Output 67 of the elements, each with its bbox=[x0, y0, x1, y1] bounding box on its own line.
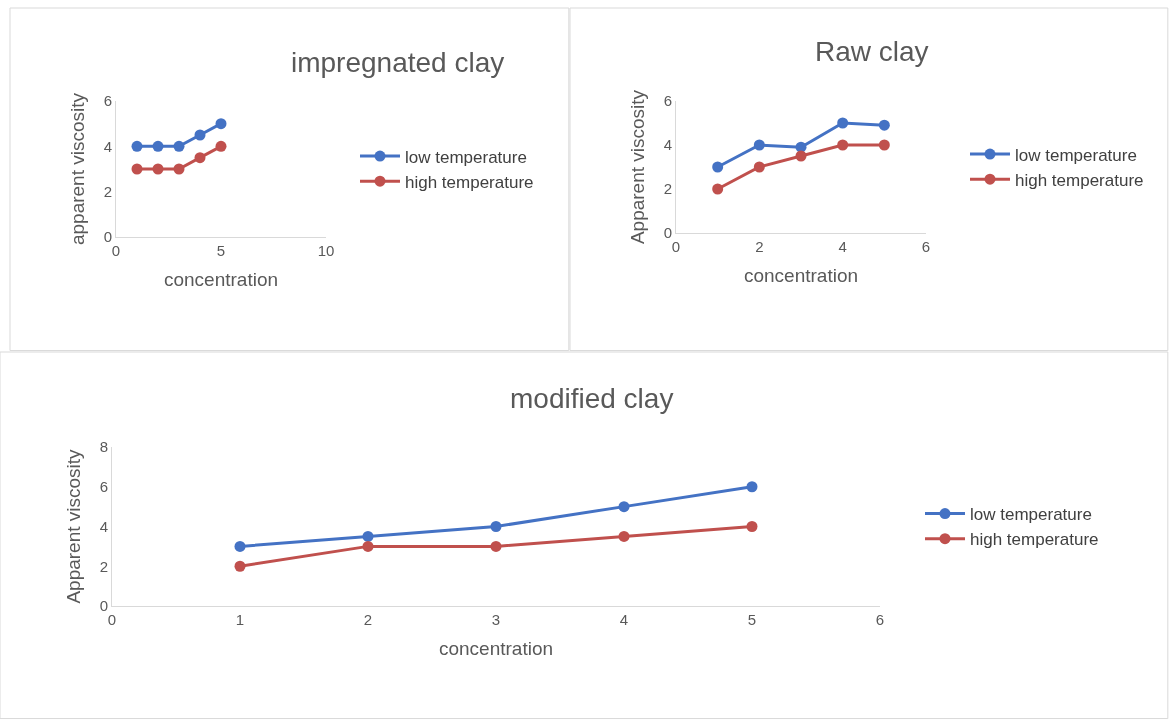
y-axis-title: Apparent viscosity bbox=[626, 89, 648, 245]
y-tick-label: 2 bbox=[663, 180, 672, 198]
point bbox=[362, 540, 374, 552]
y-axis-title: Apparent viscosity bbox=[62, 448, 84, 604]
y-tick-label: 0 bbox=[99, 597, 108, 615]
point bbox=[712, 183, 724, 195]
point bbox=[753, 161, 765, 173]
legend-label: high temperature bbox=[1015, 170, 1144, 190]
y-tick-label: 6 bbox=[103, 92, 112, 110]
point bbox=[194, 152, 206, 164]
x-tick-label: 6 bbox=[921, 238, 931, 255]
legend-label: low temperature bbox=[970, 505, 1092, 525]
x-tick-label: 4 bbox=[619, 611, 629, 628]
point bbox=[131, 163, 143, 175]
point bbox=[152, 163, 164, 175]
x-tick-label: 2 bbox=[363, 611, 373, 628]
y-tick-label: 0 bbox=[663, 224, 672, 242]
point bbox=[837, 139, 849, 151]
x-tick-label: 10 bbox=[317, 242, 335, 259]
point bbox=[753, 139, 765, 151]
y-tick-label: 2 bbox=[103, 182, 112, 200]
point bbox=[795, 150, 807, 162]
point bbox=[215, 140, 227, 152]
chart-title: modified clay bbox=[510, 383, 674, 414]
point bbox=[746, 481, 758, 493]
y-tick-label: 4 bbox=[103, 137, 112, 155]
x-axis-title: concentration bbox=[438, 637, 554, 659]
y-tick-label: 4 bbox=[99, 517, 108, 535]
y-axis-title: apparent viscosity bbox=[66, 92, 88, 246]
point bbox=[152, 140, 164, 152]
chart-title: Raw clay bbox=[815, 36, 929, 67]
point bbox=[618, 501, 630, 513]
point bbox=[490, 540, 502, 552]
point bbox=[215, 118, 227, 130]
point bbox=[837, 117, 849, 129]
x-axis-title: concentration bbox=[743, 264, 859, 286]
point bbox=[878, 119, 890, 131]
y-tick-label: 6 bbox=[99, 478, 108, 495]
y-tick-label: 6 bbox=[663, 92, 672, 110]
point bbox=[131, 140, 143, 152]
x-tick-label: 2 bbox=[755, 238, 764, 255]
point bbox=[194, 129, 206, 141]
x-tick-label: 6 bbox=[875, 611, 885, 628]
x-tick-label: 1 bbox=[235, 611, 245, 628]
point bbox=[618, 530, 630, 542]
x-tick-label: 4 bbox=[838, 238, 847, 255]
text: impregnated clay bbox=[291, 47, 505, 78]
x-tick-label: 5 bbox=[747, 611, 757, 628]
legend-label: high temperature bbox=[405, 172, 534, 192]
point bbox=[746, 521, 758, 532]
point bbox=[362, 530, 374, 542]
legend-label: high temperature bbox=[970, 530, 1099, 550]
x-tick-label: 5 bbox=[216, 242, 226, 259]
y-tick-label: 2 bbox=[99, 557, 108, 575]
y-tick-label: 4 bbox=[663, 136, 672, 154]
point bbox=[173, 163, 185, 175]
x-tick-label: 3 bbox=[491, 611, 501, 628]
point bbox=[490, 521, 502, 532]
x-axis-title: concentration bbox=[163, 268, 279, 290]
point bbox=[234, 560, 246, 572]
point bbox=[173, 140, 185, 152]
legend-label: low temperature bbox=[405, 147, 527, 167]
point bbox=[234, 540, 246, 552]
point bbox=[878, 139, 890, 151]
legend-label: low temperature bbox=[1015, 145, 1137, 165]
y-tick-label: 8 bbox=[99, 438, 108, 456]
point bbox=[712, 161, 724, 173]
